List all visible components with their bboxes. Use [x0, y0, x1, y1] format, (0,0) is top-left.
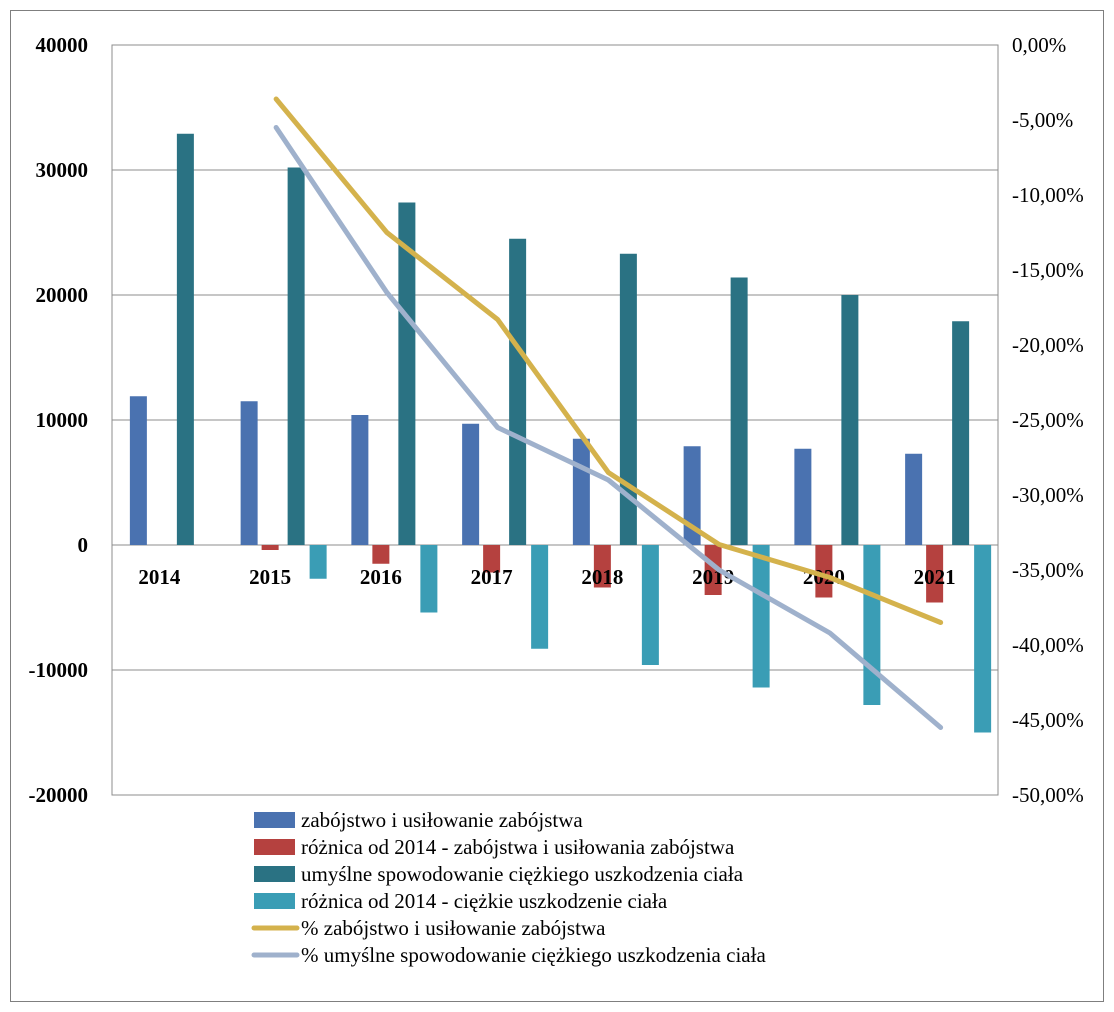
- bar: [309, 545, 327, 579]
- y-left-tick-label: 20000: [36, 283, 89, 307]
- y-right-tick-label: -5,00%: [1012, 108, 1073, 132]
- bar: [641, 545, 659, 665]
- bar: [683, 446, 701, 545]
- bar: [129, 396, 147, 545]
- y-right-tick-label: -35,00%: [1012, 558, 1084, 582]
- legend-label: różnica od 2014 - ciężkie uszkodzenie ci…: [301, 889, 668, 913]
- bar: [420, 545, 438, 613]
- bar: [351, 415, 369, 545]
- legend-swatch: [254, 866, 295, 882]
- bar: [462, 423, 480, 545]
- bar: [261, 545, 279, 550]
- legend-label: % umyślne spowodowanie ciężkiego uszkodz…: [301, 943, 766, 967]
- y-right-tick-label: 0,00%: [1012, 33, 1066, 57]
- y-right-tick-label: -50,00%: [1012, 783, 1084, 807]
- bar: [952, 321, 970, 545]
- series-line: [273, 96, 944, 625]
- bar: [794, 448, 812, 545]
- bar: [509, 238, 527, 545]
- y-right-tick-label: -45,00%: [1012, 708, 1084, 732]
- bar: [704, 545, 722, 595]
- x-tick-label: 2016: [360, 565, 402, 589]
- bar: [815, 545, 833, 598]
- bar: [905, 453, 923, 545]
- bar: [372, 545, 390, 564]
- bar: [730, 277, 748, 545]
- y-left-tick-label: 40000: [36, 33, 89, 57]
- legend-label: umyślne spowodowanie ciężkiego uszkodzen…: [301, 862, 744, 886]
- y-left-tick-label: 0: [78, 533, 89, 557]
- bar: [926, 545, 944, 603]
- bar: [974, 545, 992, 733]
- legend-label: % zabójstwo i usiłowanie zabójstwa: [301, 916, 606, 940]
- legend-swatch: [254, 839, 295, 855]
- legend-label: zabójstwo i usiłowanie zabójstwa: [301, 808, 583, 832]
- bar: [398, 202, 416, 545]
- x-tick-label: 2017: [471, 565, 513, 589]
- y-right-tick-label: -20,00%: [1012, 333, 1084, 357]
- y-right-tick-label: -25,00%: [1012, 408, 1084, 432]
- bar: [752, 545, 770, 688]
- chart-frame: [10, 10, 1104, 1002]
- plot-area-border: [111, 44, 999, 796]
- x-tick-label: 2014: [138, 565, 181, 589]
- bar: [593, 545, 611, 588]
- legend-swatch: [254, 893, 295, 909]
- bar: [619, 253, 637, 545]
- y-right-tick-label: -40,00%: [1012, 633, 1084, 657]
- x-tick-label: 2021: [914, 565, 956, 589]
- y-left-tick-label: 30000: [36, 158, 89, 182]
- bar: [863, 545, 881, 705]
- bar: [240, 401, 258, 545]
- bar: [572, 438, 590, 545]
- bar: [483, 545, 501, 573]
- x-tick-label: 2015: [249, 565, 291, 589]
- y-right-tick-label: -10,00%: [1012, 183, 1084, 207]
- legend-swatch: [254, 812, 295, 828]
- legend-label: różnica od 2014 - zabójstwa i usiłowania…: [301, 835, 735, 859]
- y-left-tick-label: -20000: [29, 783, 89, 807]
- y-left-tick-label: -10000: [29, 658, 89, 682]
- x-tick-label: 2018: [581, 565, 623, 589]
- y-right-tick-label: -30,00%: [1012, 483, 1084, 507]
- series-line: [273, 125, 944, 730]
- y-right-tick-label: -15,00%: [1012, 258, 1084, 282]
- bar: [287, 167, 305, 545]
- y-left-tick-label: 10000: [36, 408, 89, 432]
- bar: [841, 295, 859, 545]
- bar: [176, 133, 194, 545]
- bar: [531, 545, 549, 649]
